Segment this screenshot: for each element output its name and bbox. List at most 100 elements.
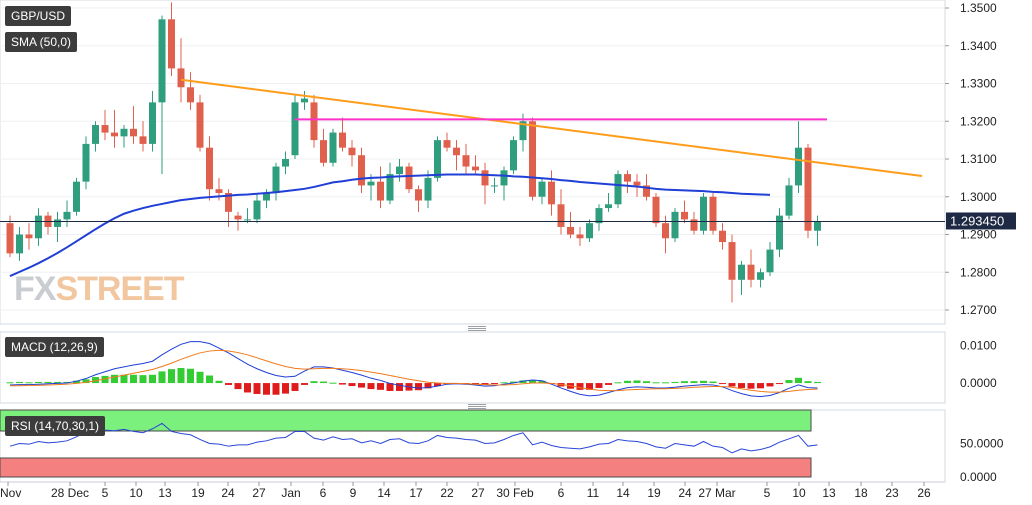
x-tick-label: 27	[252, 486, 266, 500]
macd-histogram-bar	[329, 382, 337, 384]
candle	[111, 109, 118, 148]
x-tick-label: Jan	[281, 486, 300, 500]
x-tick-label: 10	[129, 486, 143, 500]
candle	[738, 260, 745, 295]
candle	[73, 177, 80, 216]
sma-50-line	[9, 173, 771, 277]
macd-histogram-bar	[130, 374, 137, 384]
candle	[244, 208, 251, 224]
candle	[92, 121, 99, 152]
macd-histogram-bar	[434, 383, 441, 387]
x-tick-label: 14	[377, 486, 391, 500]
candle	[168, 2, 175, 76]
macd-histogram-bar	[73, 380, 80, 384]
x-tick-label: 18	[854, 486, 868, 500]
macd-histogram-bar	[776, 383, 783, 385]
macd-histogram-bar	[757, 383, 764, 389]
macd-histogram-bar	[614, 382, 622, 384]
macd-histogram-bar	[738, 383, 745, 388]
price-tick-label: 1.3400	[960, 39, 997, 53]
macd-histogram-bar	[111, 374, 118, 384]
candle	[54, 211, 61, 243]
macd-histogram-bar	[206, 375, 213, 384]
macd-histogram-bar	[234, 383, 242, 390]
macd-legend: MACD (12,26,9)	[5, 337, 104, 357]
macd-histogram-bar	[253, 383, 261, 394]
price-tick-label: 1.2800	[960, 265, 997, 279]
candle	[586, 219, 593, 243]
price-tick-label: 1.3100	[960, 152, 997, 166]
macd-histogram-bar	[272, 383, 280, 395]
price-tick-label: 1.3000	[960, 190, 997, 204]
panel-resize-handle-macd[interactable]	[468, 326, 486, 331]
macd-histogram-bar	[120, 374, 128, 384]
macd-histogram-bar	[472, 383, 479, 385]
candle	[795, 121, 802, 193]
macd-histogram-bar	[339, 383, 346, 385]
macd-histogram-bar	[690, 381, 698, 384]
x-tick-label: 9	[350, 486, 357, 500]
candle	[301, 91, 308, 110]
macd-histogram-bar	[282, 383, 289, 394]
candle	[415, 185, 422, 212]
candle	[462, 143, 470, 175]
x-tick-label: 5	[764, 486, 771, 500]
macd-histogram-bar	[101, 375, 109, 384]
panel-resize-handle-rsi[interactable]	[468, 404, 486, 409]
macd-histogram-bar	[6, 382, 14, 384]
macd-histogram-bar	[814, 381, 821, 384]
candle	[529, 117, 536, 201]
candles	[6, 2, 821, 303]
x-tick-label: 23	[885, 486, 899, 500]
price-panel-title: GBP/USD	[5, 6, 72, 26]
candle	[576, 226, 584, 246]
macd-histogram-bar	[187, 368, 194, 384]
x-axis: Nov 28 Dec 5 10 13 19 24 27 Jan 6 9 14 17 22 27 30 Feb 6…	[0, 481, 945, 500]
rsi-oversold-zone	[0, 457, 812, 478]
macd-histogram-bar	[481, 383, 489, 385]
macd-histogram-bar	[719, 383, 726, 385]
candle	[348, 140, 356, 167]
macd-tick-label: 0.0100	[960, 338, 997, 352]
macd-histogram-bar	[415, 383, 422, 391]
rsi-tick-label: 0.0000	[960, 470, 997, 484]
macd-histogram-bar	[139, 375, 147, 384]
candle	[310, 94, 318, 148]
macd-histogram-bar	[576, 383, 584, 390]
macd-histogram-bar	[633, 380, 641, 384]
x-tick-label: 17	[409, 486, 423, 500]
x-tick-label: 24	[678, 486, 692, 500]
x-tick-label: Nov	[0, 486, 21, 500]
candle	[757, 268, 764, 288]
x-tick-label: 5	[102, 486, 109, 500]
x-tick-label: 13	[158, 486, 172, 500]
macd-histogram-bar	[310, 381, 318, 384]
candle	[633, 174, 641, 197]
candle	[719, 223, 726, 250]
macd-histogram-bar	[215, 380, 223, 384]
x-tick-label: 19	[191, 486, 205, 500]
macd-tick-label: 0.0000	[960, 376, 997, 390]
x-tick-label: 27 Mar	[698, 486, 735, 500]
candle	[329, 128, 337, 167]
macd-histogram-bar	[92, 377, 99, 384]
x-tick-label: 22	[440, 486, 454, 500]
candle	[282, 151, 289, 175]
candle	[567, 211, 574, 239]
candle	[82, 136, 90, 190]
x-tick-label: 13	[822, 486, 836, 500]
rsi-legend: RSI (14,70,30,1)	[5, 416, 106, 436]
candle	[681, 200, 688, 224]
candle	[728, 234, 736, 303]
candle	[377, 166, 384, 209]
macd-histogram-bar	[82, 379, 90, 384]
rsi-tick-label: 50.0000	[960, 437, 1004, 451]
candle	[177, 38, 185, 103]
candle	[120, 125, 128, 148]
candle	[339, 117, 346, 152]
candle	[472, 155, 479, 175]
macd-histogram-bar	[149, 374, 156, 384]
macd-histogram-bar	[348, 383, 356, 387]
candle	[785, 177, 793, 220]
